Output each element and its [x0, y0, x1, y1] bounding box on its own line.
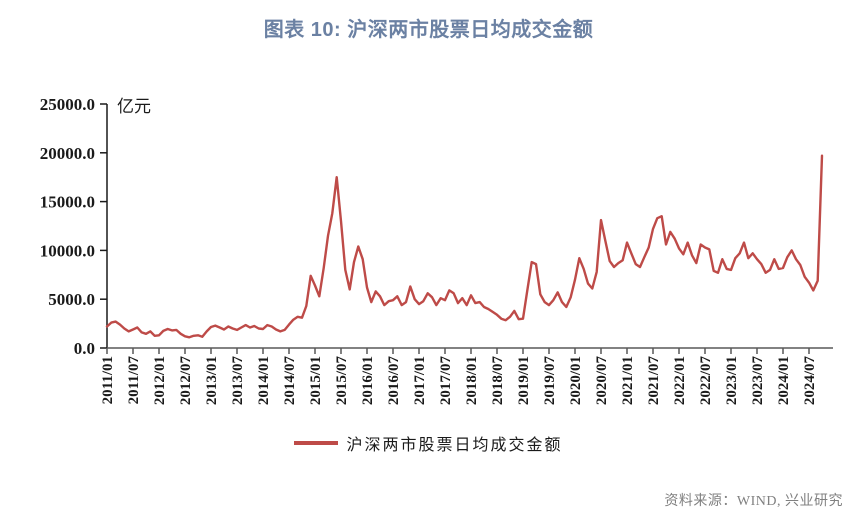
x-tick-label: 2018/01: [464, 356, 480, 405]
x-tick-label: 2018/07: [490, 356, 506, 406]
x-tick-label: 2021/01: [620, 356, 636, 405]
x-tick-label: 2011/01: [100, 356, 116, 404]
x-tick-label: 2024/07: [802, 356, 818, 406]
x-tick-label: 2022/01: [672, 356, 688, 405]
x-tick-label: 2023/01: [724, 356, 740, 405]
legend: 沪深两市股票日均成交金额: [0, 431, 857, 455]
legend-line-swatch: [294, 441, 339, 445]
y-tick-label: 5000.0: [48, 290, 95, 309]
y-tick-label: 10000.0: [40, 241, 95, 260]
y-tick-label: 25000.0: [40, 95, 95, 114]
x-tick-label: 2011/07: [126, 356, 142, 405]
x-tick-label: 2014/07: [282, 356, 298, 406]
legend-label: 沪深两市股票日均成交金额: [346, 437, 563, 454]
y-tick-label: 20000.0: [40, 144, 95, 163]
chart-title: 图表 10: 沪深两市股票日均成交金额: [263, 19, 594, 41]
source-note: 资料来源：WIND, 兴业研究: [664, 494, 843, 509]
x-tick-label: 2022/07: [698, 356, 714, 406]
x-tick-label: 2019/01: [516, 356, 532, 405]
x-tick-label: 2024/01: [776, 356, 792, 405]
x-tick-label: 2013/07: [230, 356, 246, 406]
x-tick-label: 2023/07: [750, 356, 766, 406]
x-tick-label: 2016/07: [386, 356, 402, 406]
x-tick-label: 2020/01: [568, 356, 584, 405]
x-tick-label: 2013/01: [204, 356, 220, 405]
x-tick-label: 2019/07: [542, 356, 558, 406]
x-tick-label: 2016/01: [360, 356, 376, 405]
x-tick-label: 2015/01: [308, 356, 324, 405]
x-tick-label: 2012/01: [152, 356, 168, 405]
data-line: [105, 154, 824, 339]
x-tick-label: 2020/07: [594, 356, 610, 406]
x-tick-label: 2017/01: [412, 356, 428, 405]
y-axis-unit-label: 亿元: [117, 97, 151, 116]
x-tick-label: 2015/07: [334, 356, 350, 406]
x-tick-label: 2014/01: [256, 356, 272, 405]
x-tick-label: 2017/07: [438, 356, 454, 406]
x-tick-label: 2012/07: [178, 356, 194, 406]
x-tick-label: 2021/07: [646, 356, 662, 406]
y-tick-label: 15000.0: [40, 193, 95, 212]
y-tick-label: 0.0: [74, 339, 95, 358]
